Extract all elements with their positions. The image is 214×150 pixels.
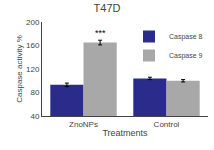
svg-text:200: 200 — [26, 18, 40, 27]
svg-text:ZnoNPs: ZnoNPs — [69, 120, 98, 129]
svg-text:40: 40 — [30, 112, 39, 121]
svg-text:Control: Control — [154, 120, 180, 129]
svg-text:T47D: T47D — [94, 2, 121, 14]
svg-text:80: 80 — [30, 88, 39, 97]
svg-text:***: *** — [95, 28, 106, 38]
svg-text:Caspase activity %: Caspase activity % — [15, 35, 24, 103]
svg-text:Caspase 9: Caspase 9 — [169, 52, 203, 60]
svg-text:160: 160 — [26, 41, 40, 50]
svg-text:Treatments: Treatments — [102, 128, 148, 138]
svg-text:Caspase 8: Caspase 8 — [169, 33, 203, 41]
svg-text:120: 120 — [26, 65, 40, 74]
